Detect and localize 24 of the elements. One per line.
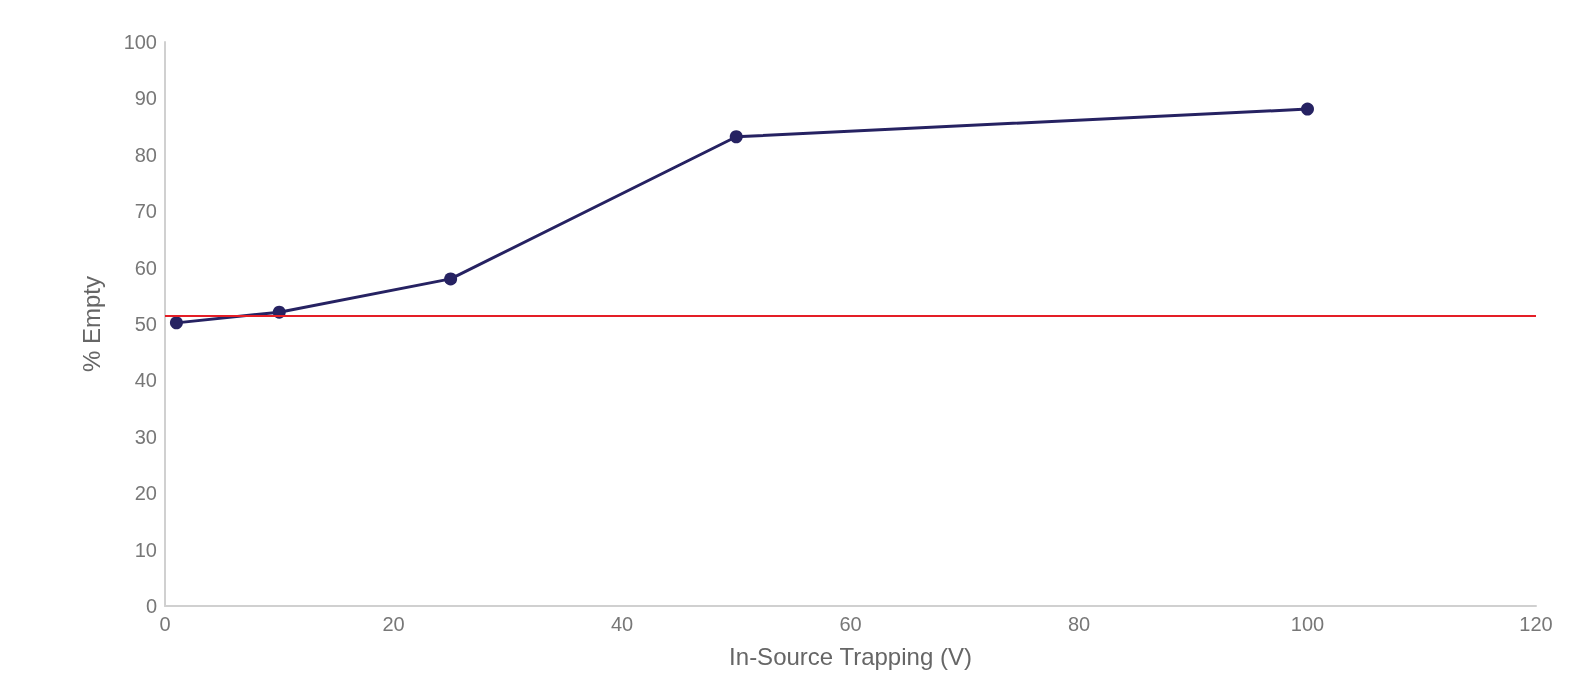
- y-tick-label: 0: [145, 595, 157, 617]
- y-tick-label: 20: [134, 482, 157, 505]
- point: [169, 316, 183, 330]
- y-tick-label: 40: [134, 369, 157, 392]
- y-tick-label: 30: [134, 425, 157, 448]
- y-tick-label: 100: [123, 31, 157, 53]
- x-tick-label: 0: [159, 613, 171, 635]
- y-tick-label: 80: [134, 143, 157, 166]
- point: [1301, 102, 1314, 116]
- x-axis-title: In-Source Trapping (V): [729, 642, 972, 670]
- y-axis-title: % Empty: [77, 275, 105, 373]
- point: [729, 130, 743, 144]
- point: [444, 272, 458, 286]
- y-tick-label: 60: [134, 256, 157, 279]
- y-tick-label: 70: [134, 200, 157, 223]
- x-tick-label: 40: [610, 613, 634, 635]
- x-tick-label: 20: [382, 613, 405, 635]
- x-tick-label: 80: [1067, 613, 1091, 635]
- y-tick-label: 10: [134, 538, 157, 561]
- x-tick-label: 120: [1519, 613, 1553, 635]
- x-tick-label: 60: [839, 613, 862, 635]
- y-tick-label: 50: [134, 313, 157, 335]
- x-tick-label: 100: [1290, 613, 1325, 635]
- y-tick-label: 90: [134, 87, 157, 110]
